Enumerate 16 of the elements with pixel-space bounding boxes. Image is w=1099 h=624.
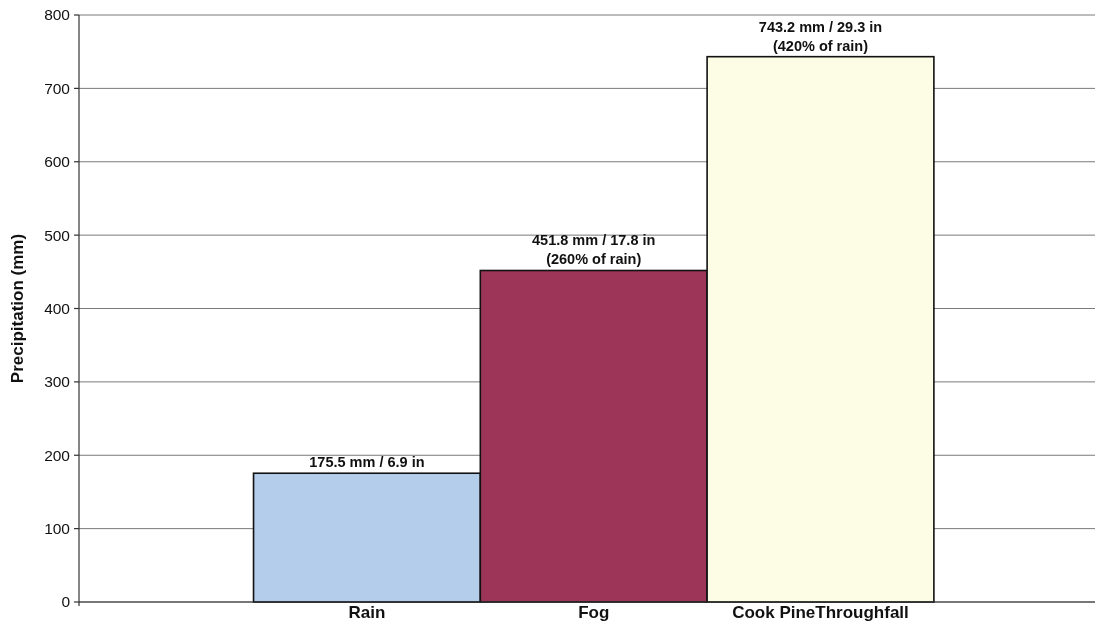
y-tick-label: 300 xyxy=(44,373,71,391)
y-tick-label: 200 xyxy=(44,446,71,464)
y-tick-label: 500 xyxy=(44,226,71,244)
data-label: 175.5 mm / 6.9 in xyxy=(309,454,425,471)
x-tick-label: Rain xyxy=(348,603,386,622)
y-tick-label: 600 xyxy=(44,153,71,171)
y-tick-label: 700 xyxy=(44,79,71,97)
x-tick-label: Fog xyxy=(578,603,610,622)
data-label: 451.8 mm / 17.8 in (260% of rain) xyxy=(532,232,656,268)
data-label: 743.2 mm / 29.3 in (420% of rain) xyxy=(758,18,883,54)
x-tick-label: Cook PineThroughfall xyxy=(732,603,909,622)
y-tick-label: 100 xyxy=(44,520,71,538)
y-tick-label: 400 xyxy=(44,299,71,317)
y-tick-label: 800 xyxy=(44,6,71,24)
y-axis-title: Precipitation (mm) xyxy=(8,233,27,384)
y-tick-label: 0 xyxy=(61,593,71,611)
